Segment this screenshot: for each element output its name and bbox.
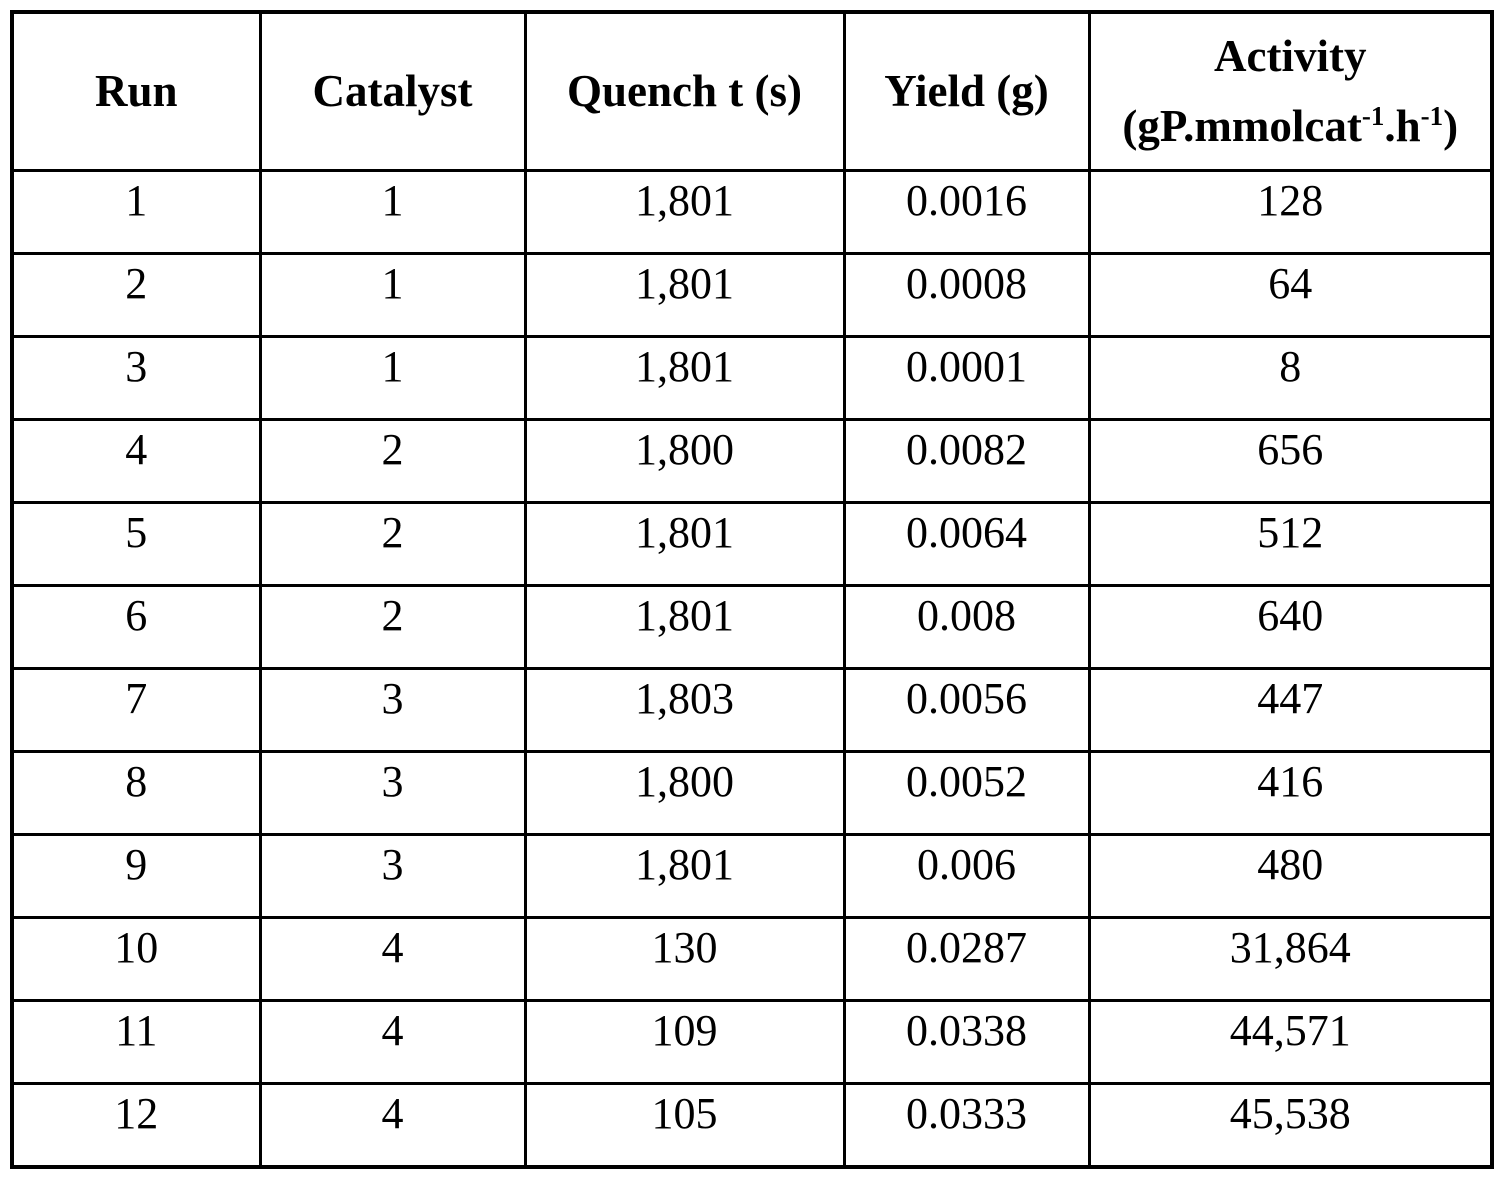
table-row: 3 1 1,801 0.0001 8	[10, 335, 1494, 421]
table-row: 9 3 1,801 0.006 480	[10, 833, 1494, 919]
cell-catalyst: 4	[258, 1082, 527, 1169]
cell-run: 1	[10, 169, 262, 255]
table-row: 7 3 1,803 0.0056 447	[10, 667, 1494, 753]
cell-yield: 0.0016	[842, 169, 1091, 255]
cell-quench: 1,800	[523, 418, 846, 504]
activity-header-unit: (gP.mmolcat-1.h-1)	[1092, 92, 1489, 162]
cell-quench: 109	[523, 999, 846, 1085]
cell-quench: 1,801	[523, 833, 846, 919]
cell-activity: 8	[1087, 335, 1494, 421]
cell-quench: 1,800	[523, 750, 846, 836]
cell-activity: 45,538	[1087, 1082, 1494, 1169]
cell-activity: 447	[1087, 667, 1494, 753]
cell-activity: 128	[1087, 169, 1494, 255]
cell-catalyst: 1	[258, 252, 527, 338]
cell-quench: 1,801	[523, 252, 846, 338]
table-row: 12 4 105 0.0333 45,538	[10, 1082, 1494, 1169]
table-row: 4 2 1,800 0.0082 656	[10, 418, 1494, 504]
cell-quench: 105	[523, 1082, 846, 1169]
cell-run: 11	[10, 999, 262, 1085]
cell-activity: 416	[1087, 750, 1494, 836]
cell-run: 6	[10, 584, 262, 670]
cell-run: 12	[10, 1082, 262, 1169]
cell-catalyst: 4	[258, 916, 527, 1002]
activity-unit-close: )	[1443, 100, 1459, 151]
cell-catalyst: 2	[258, 418, 527, 504]
col-header-yield: Yield (g)	[842, 10, 1091, 172]
cell-quench: 1,801	[523, 335, 846, 421]
activity-header-title: Activity	[1214, 30, 1367, 81]
cell-run: 3	[10, 335, 262, 421]
cell-catalyst: 3	[258, 750, 527, 836]
cell-catalyst: 4	[258, 999, 527, 1085]
cell-run: 2	[10, 252, 262, 338]
cell-run: 9	[10, 833, 262, 919]
cell-quench: 130	[523, 916, 846, 1002]
cell-activity: 640	[1087, 584, 1494, 670]
cell-run: 5	[10, 501, 262, 587]
cell-activity: 31,864	[1087, 916, 1494, 1002]
activity-unit-sup2: -1	[1420, 100, 1444, 131]
cell-yield: 0.0008	[842, 252, 1091, 338]
cell-quench: 1,801	[523, 169, 846, 255]
col-header-quench-time: Quench t (s)	[523, 10, 846, 172]
col-header-catalyst: Catalyst	[258, 10, 527, 172]
cell-catalyst: 3	[258, 667, 527, 753]
cell-activity: 480	[1087, 833, 1494, 919]
col-header-run: Run	[10, 10, 262, 172]
cell-activity: 44,571	[1087, 999, 1494, 1085]
cell-catalyst: 1	[258, 335, 527, 421]
cell-activity: 656	[1087, 418, 1494, 504]
table-row: 11 4 109 0.0338 44,571	[10, 999, 1494, 1085]
cell-yield: 0.0064	[842, 501, 1091, 587]
cell-quench: 1,803	[523, 667, 846, 753]
cell-catalyst: 1	[258, 169, 527, 255]
cell-run: 10	[10, 916, 262, 1002]
cell-yield: 0.006	[842, 833, 1091, 919]
cell-run: 7	[10, 667, 262, 753]
cell-activity: 64	[1087, 252, 1494, 338]
cell-yield: 0.0082	[842, 418, 1091, 504]
table-row: 6 2 1,801 0.008 640	[10, 584, 1494, 670]
cell-catalyst: 2	[258, 501, 527, 587]
cell-catalyst: 3	[258, 833, 527, 919]
activity-unit-mid: .h	[1384, 100, 1421, 151]
cell-yield: 0.0056	[842, 667, 1091, 753]
cell-yield: 0.0052	[842, 750, 1091, 836]
table-row: 5 2 1,801 0.0064 512	[10, 501, 1494, 587]
cell-activity: 512	[1087, 501, 1494, 587]
cell-run: 8	[10, 750, 262, 836]
table-row: 2 1 1,801 0.0008 64	[10, 252, 1494, 338]
table-row: 10 4 130 0.0287 31,864	[10, 916, 1494, 1002]
activity-unit-open: (gP.mmolcat	[1122, 100, 1362, 151]
activity-unit-sup1: -1	[1361, 100, 1385, 131]
header-row: Run Catalyst Quench t (s) Yield (g) Acti…	[10, 10, 1494, 172]
cell-quench: 1,801	[523, 501, 846, 587]
col-header-activity: Activity (gP.mmolcat-1.h-1)	[1087, 10, 1494, 172]
cell-yield: 0.0001	[842, 335, 1091, 421]
cell-quench: 1,801	[523, 584, 846, 670]
cell-run: 4	[10, 418, 262, 504]
table-row: 8 3 1,800 0.0052 416	[10, 750, 1494, 836]
cell-yield: 0.0338	[842, 999, 1091, 1085]
cell-catalyst: 2	[258, 584, 527, 670]
cell-yield: 0.008	[842, 584, 1091, 670]
cell-yield: 0.0333	[842, 1082, 1091, 1169]
results-table: Run Catalyst Quench t (s) Yield (g) Acti…	[10, 10, 1494, 1169]
table-row: 1 1 1,801 0.0016 128	[10, 169, 1494, 255]
cell-yield: 0.0287	[842, 916, 1091, 1002]
